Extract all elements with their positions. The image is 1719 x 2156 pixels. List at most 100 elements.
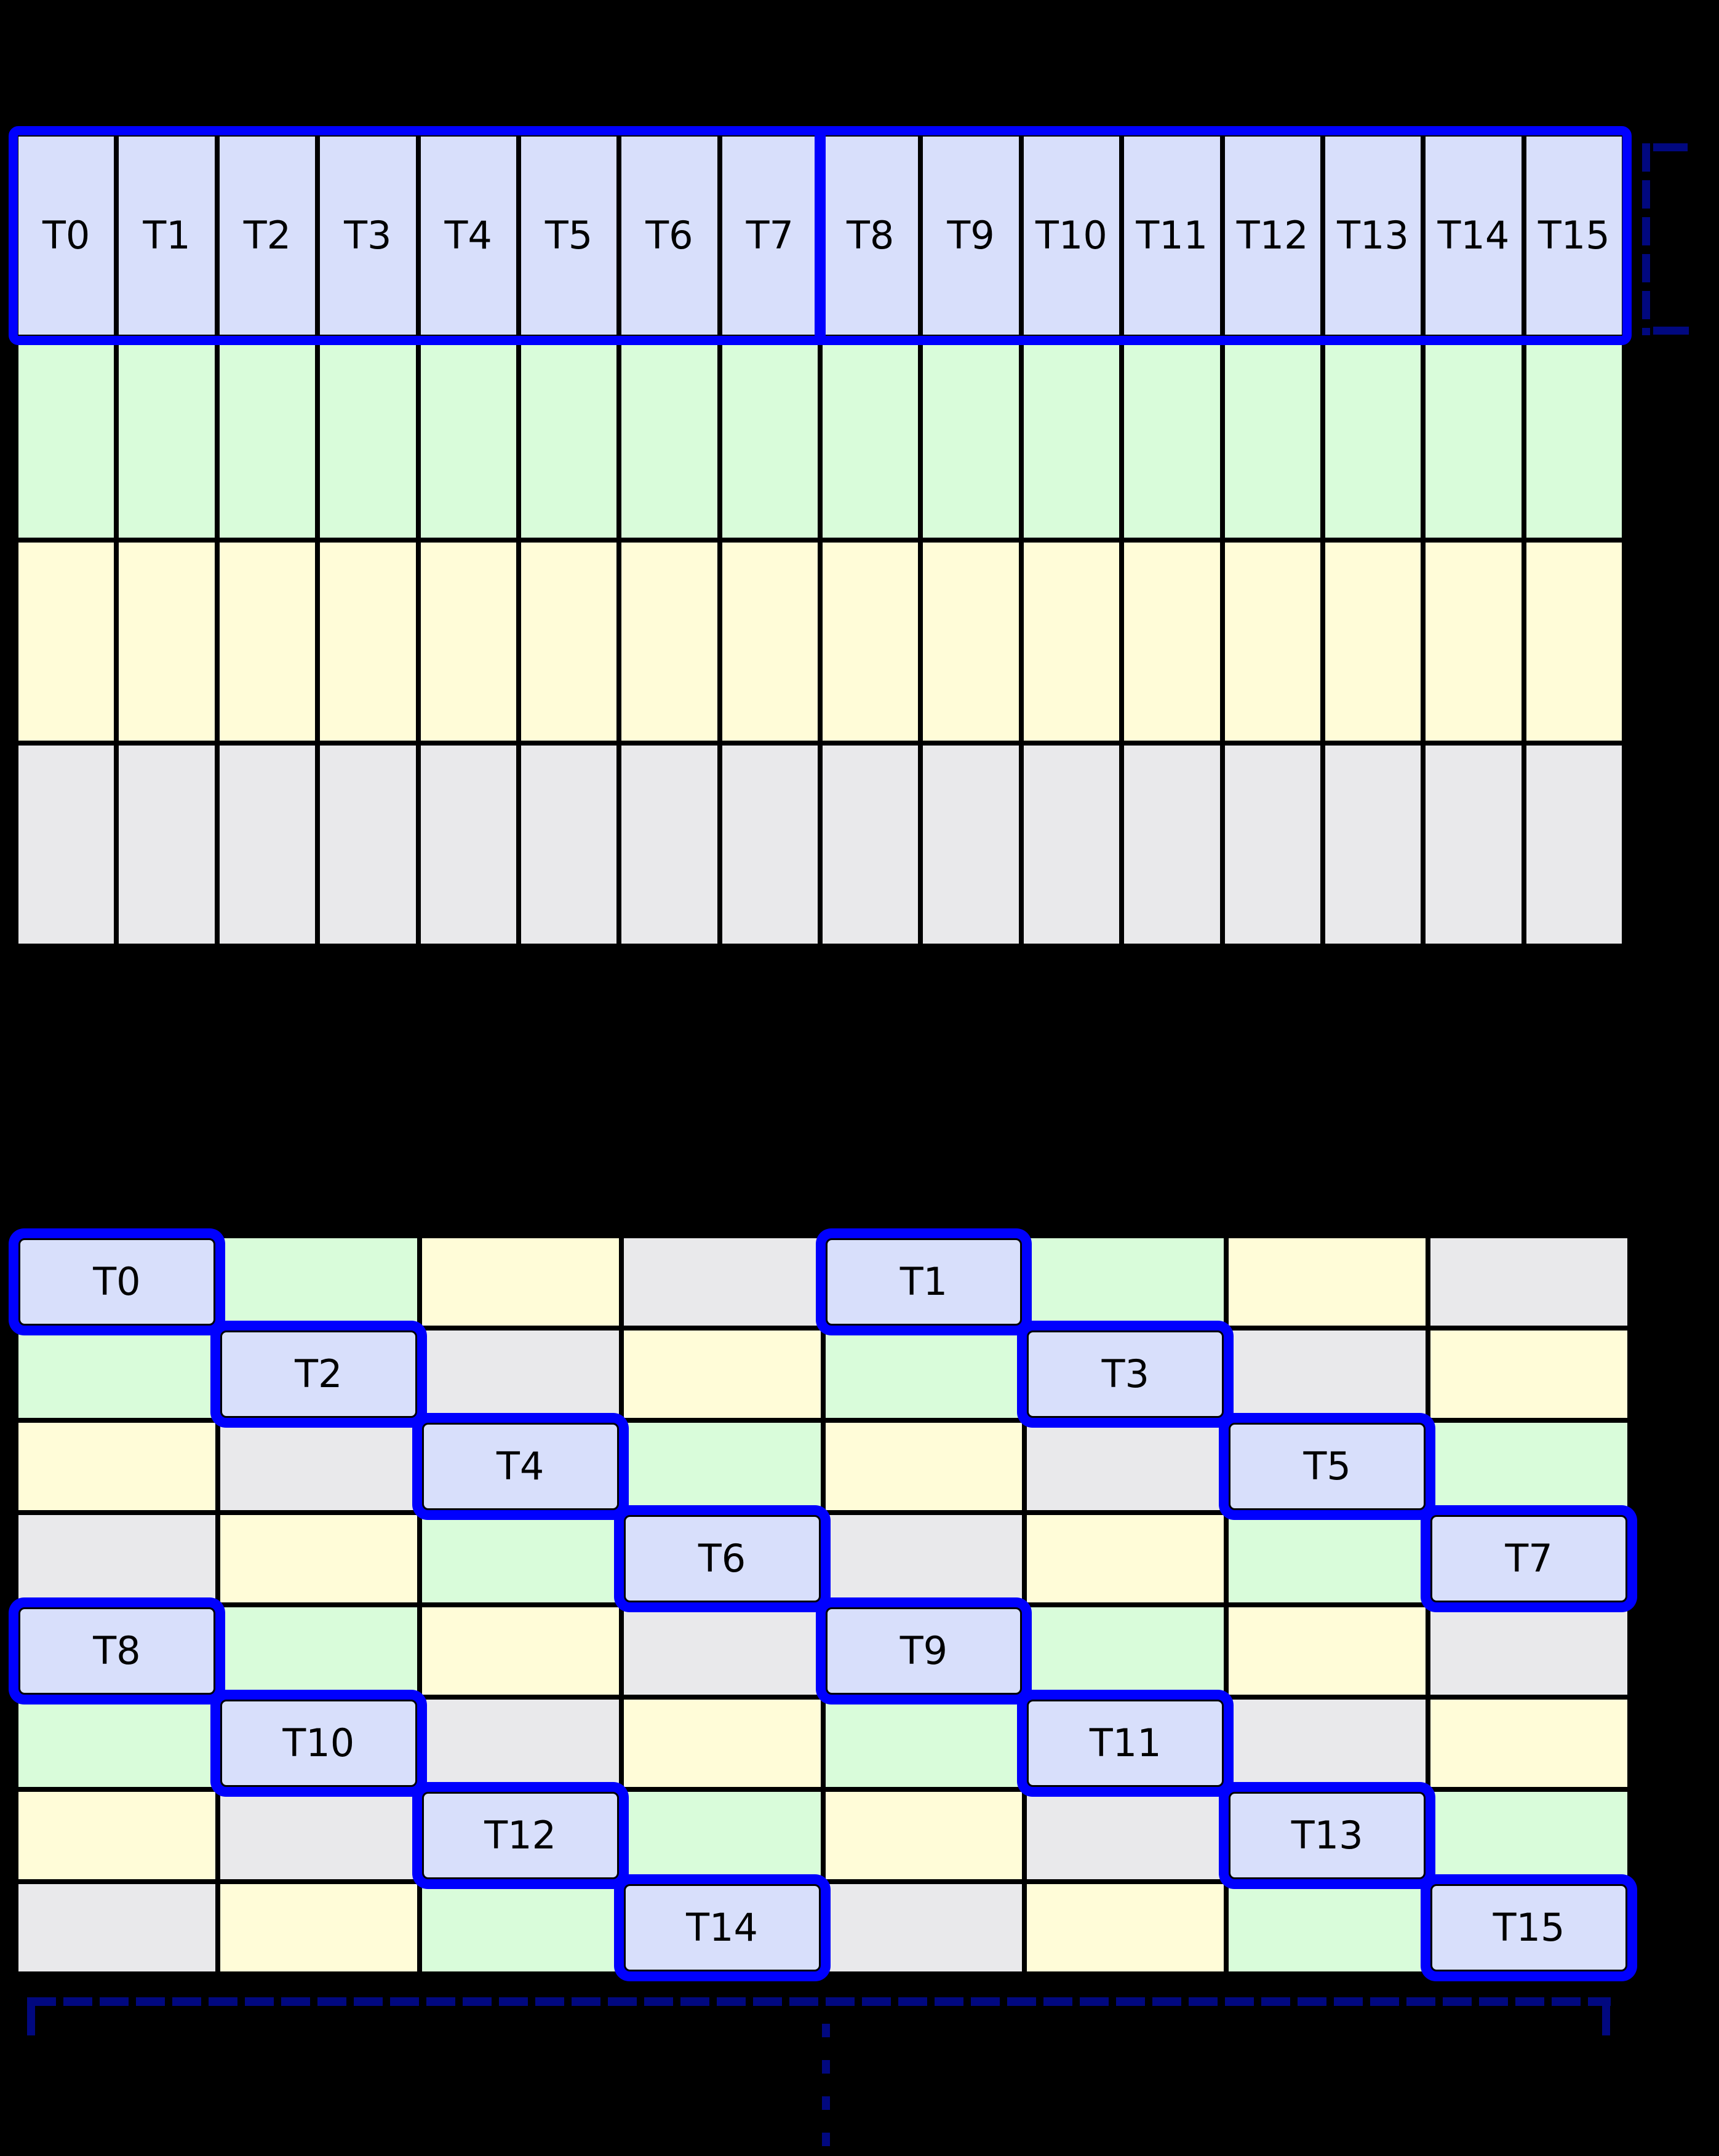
thread-cell-t4: T4 [420, 137, 516, 335]
thread-cell-t0: T0 [18, 1238, 215, 1326]
memory-cell [520, 340, 617, 538]
memory-cell [1027, 1792, 1224, 1879]
thread-cell-t2: T2 [220, 1331, 417, 1418]
memory-cell [1430, 1700, 1627, 1787]
memory-cell [119, 543, 215, 741]
thread-cell-t13: T13 [1325, 137, 1421, 335]
thread-cell-t14: T14 [623, 1884, 821, 1971]
memory-cell [623, 1238, 821, 1326]
memory-cell [1426, 543, 1522, 741]
thread-cell-t1: T1 [119, 137, 215, 335]
memory-cell [220, 1607, 417, 1695]
memory-cell [219, 746, 316, 944]
memory-cell [421, 1607, 619, 1695]
memory-cell [220, 1792, 417, 1879]
memory-cell [1526, 543, 1622, 741]
memory-cell [1224, 340, 1320, 538]
memory-cell [1027, 1515, 1224, 1602]
thread-cell-t11: T11 [1027, 1700, 1224, 1787]
memory-span-bracket-left-tick [27, 1997, 35, 2035]
memory-cell [825, 1331, 1023, 1418]
memory-cell [220, 1423, 417, 1510]
thread-cell-t7: T7 [1430, 1515, 1627, 1602]
memory-cell [1023, 340, 1120, 538]
thread-cell-t7: T7 [722, 137, 818, 335]
thread-cell-t3: T3 [320, 137, 416, 335]
memory-cell [825, 1515, 1023, 1602]
memory-cell [219, 543, 316, 741]
memory-cell [623, 1331, 821, 1418]
memory-cell [1229, 1607, 1426, 1695]
memory-cell [1426, 746, 1522, 944]
memory-cell [1430, 1792, 1627, 1879]
thread-cell-t6: T6 [621, 137, 717, 335]
memory-cell [823, 746, 919, 944]
memory-cell [220, 1515, 417, 1602]
memory-cell [421, 1700, 619, 1787]
memory-cell [421, 1884, 619, 1971]
memory-cell [825, 1792, 1023, 1879]
memory-cell [421, 1515, 619, 1602]
memory-cell [1224, 746, 1320, 944]
memory-cell [18, 1423, 215, 1510]
memory-cell [420, 543, 516, 741]
memory-cell [18, 1331, 215, 1418]
memory-cell [1229, 1884, 1426, 1971]
memory-cell [1124, 340, 1220, 538]
thread-cell-t15: T15 [1526, 137, 1622, 335]
memory-cell [1430, 1607, 1627, 1695]
bottom-memory-grid: T0 T1 T2 T3 T4 T5 T6 T7 T8 T9 T10 T11 T12 T13 T14 T15 [12, 1232, 1633, 1978]
memory-cell [1027, 1423, 1224, 1510]
memory-cell [18, 1515, 215, 1602]
memory-cell [722, 340, 818, 538]
transaction-bracket-top-tick [1653, 143, 1688, 151]
memory-cell [923, 746, 1019, 944]
memory-cell [219, 340, 316, 538]
memory-cell [1027, 1607, 1224, 1695]
thread-cell-t9: T9 [923, 137, 1019, 335]
memory-cell [1526, 746, 1622, 944]
thread-cell-t5: T5 [520, 137, 617, 335]
thread-cell-t5: T5 [1229, 1423, 1426, 1510]
memory-cell [621, 746, 717, 944]
memory-cell [923, 543, 1019, 741]
memory-cell [1023, 746, 1120, 944]
thread-cell-t3: T3 [1027, 1331, 1224, 1418]
thread-cell-t8: T8 [18, 1607, 215, 1695]
memory-cell [623, 1423, 821, 1510]
memory-cell [18, 746, 114, 944]
memory-cell [621, 340, 717, 538]
memory-cell [220, 1238, 417, 1326]
memory-cell [1426, 340, 1522, 538]
memory-cell [421, 1331, 619, 1418]
thread-cell-t10: T10 [220, 1700, 417, 1787]
memory-cell [1229, 1700, 1426, 1787]
memory-cell [420, 340, 516, 538]
thread-cell-t14: T14 [1426, 137, 1522, 335]
memory-cell [621, 543, 717, 741]
thread-cell-t15: T15 [1430, 1884, 1627, 1971]
memory-cell [1325, 340, 1421, 538]
memory-cell [825, 1423, 1023, 1510]
memory-cell [1023, 543, 1120, 741]
memory-cell [420, 746, 516, 944]
thread-cell-t11: T11 [1124, 137, 1220, 335]
thread-cell-t1: T1 [825, 1238, 1023, 1326]
memory-cell [1430, 1238, 1627, 1326]
thread-cell-t4: T4 [421, 1423, 619, 1510]
memory-cell [520, 746, 617, 944]
memory-cell [18, 1884, 215, 1971]
thread-cell-t6: T6 [623, 1515, 821, 1602]
memory-cell [1124, 543, 1220, 741]
memory-cell [18, 1700, 215, 1787]
memory-cell [119, 746, 215, 944]
memory-cell [823, 543, 919, 741]
memory-cell [1430, 1331, 1627, 1418]
memory-cell [1027, 1884, 1224, 1971]
memory-cell [825, 1884, 1023, 1971]
memory-span-bracket-right-tick [1602, 1997, 1610, 2035]
memory-cell [18, 543, 114, 741]
thread-cell-t8: T8 [823, 137, 919, 335]
memory-cell [1325, 746, 1421, 944]
